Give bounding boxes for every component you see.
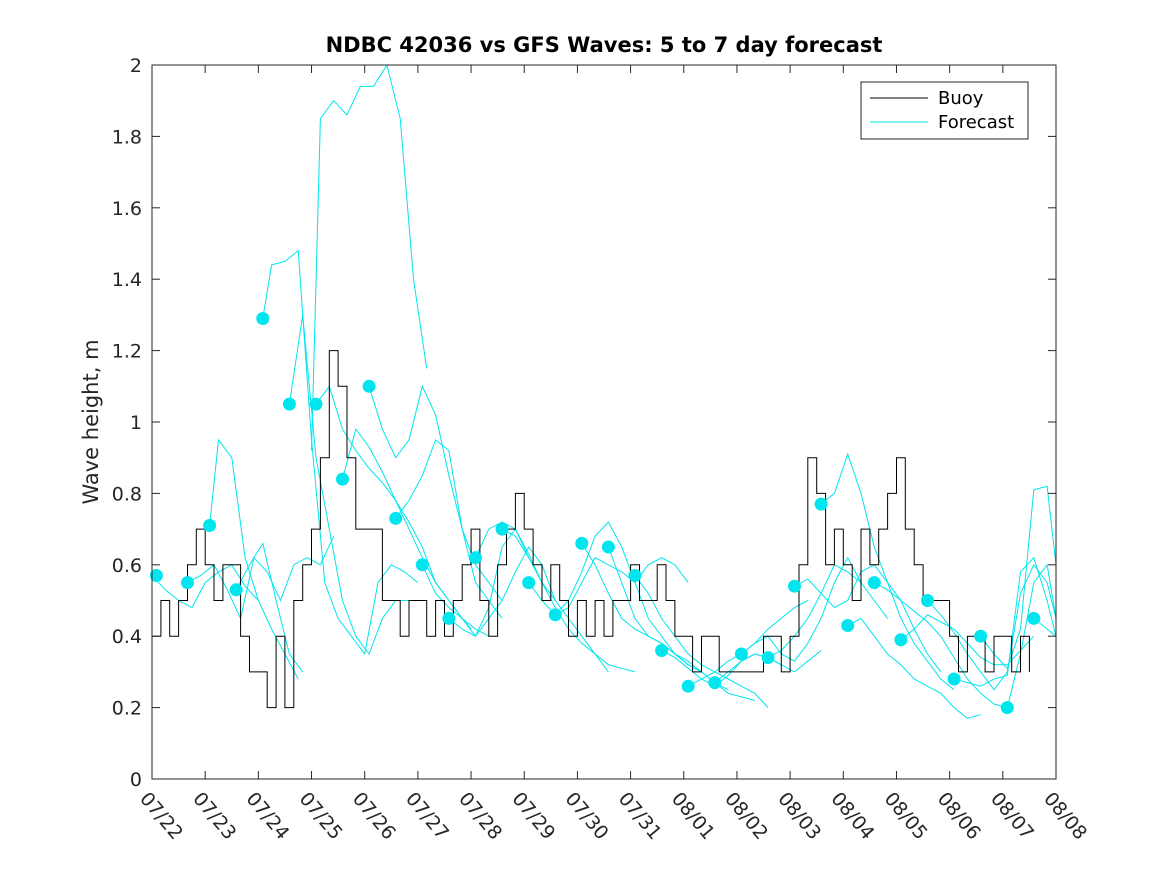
forecast-point (708, 676, 722, 690)
forecast-point (442, 611, 456, 625)
forecast-line (262, 249, 419, 656)
forecast-line (209, 438, 299, 680)
buoy-series-group (152, 350, 1030, 709)
forecast-point (974, 629, 988, 643)
y-axis-label: Wave height, m (79, 339, 103, 504)
y-tick-label: 1.8 (112, 126, 142, 148)
plot-area (152, 65, 1056, 779)
y-tick-label: 1.2 (112, 341, 142, 363)
forecast-line (187, 535, 335, 620)
forecast-point (628, 569, 642, 582)
forecast-point (601, 540, 615, 554)
legend-label-forecast: Forecast (938, 112, 1014, 133)
y-tick-label: 1 (130, 412, 142, 434)
forecast-point (841, 619, 855, 632)
y-tick-label: 0.2 (112, 698, 142, 720)
forecast-point (814, 497, 828, 511)
y-tick-label: 0.8 (112, 483, 142, 505)
forecast-point (548, 608, 562, 622)
forecast-point (1000, 701, 1014, 715)
forecast-point (309, 397, 323, 411)
forecast-point (282, 397, 296, 411)
forecast-point (761, 651, 775, 665)
forecast-line (448, 546, 556, 637)
forecast-point (575, 536, 589, 550)
forecast-point (655, 644, 669, 657)
forecast-point (867, 576, 881, 590)
forecast-line (342, 427, 490, 637)
y-tick-label: 0.4 (112, 626, 142, 648)
legend: Buoy Forecast (860, 81, 1029, 140)
forecast-line (820, 452, 955, 691)
forecast-point (947, 672, 961, 686)
forecast-point (389, 511, 403, 525)
forecast-line (607, 546, 755, 701)
forecast-line (874, 582, 1008, 709)
forecast-point (522, 576, 536, 590)
forecast-line (311, 65, 428, 451)
y-tick-label: 2 (130, 55, 142, 77)
forecast-point (181, 576, 194, 590)
legend-box (860, 81, 1029, 140)
forecast-line (235, 542, 304, 673)
forecast-line (847, 617, 981, 719)
forecast-point (921, 594, 934, 607)
forecast-point (415, 558, 429, 572)
y-tick-label: 1.6 (112, 198, 142, 220)
y-axis: 0 0.2 0.4 0.6 0.8 1 1.2 1.4 1.6 1.8 2 (112, 55, 1056, 791)
forecast-line (741, 556, 862, 662)
forecast-point (681, 679, 695, 693)
forecast-point (495, 522, 509, 536)
forecast-line (395, 439, 503, 601)
forecast-points-group (149, 312, 1041, 715)
forecast-point (1027, 611, 1041, 625)
forecast-line (953, 556, 1056, 687)
forecast-point (203, 519, 217, 532)
forecast-point (149, 569, 163, 582)
forecast-point (362, 379, 376, 393)
forecast-line (767, 564, 889, 659)
legend-label-buoy: Buoy (938, 88, 984, 109)
forecast-point (734, 647, 748, 661)
forecast-point (788, 579, 801, 593)
forecast-point (256, 312, 270, 325)
forecast-line (794, 564, 942, 673)
y-tick-label: 0 (130, 769, 142, 791)
forecast-point (894, 633, 908, 647)
forecast-line (288, 314, 409, 656)
forecast-point (469, 551, 482, 565)
y-tick-label: 1.4 (112, 269, 142, 291)
y-tick-label: 0.6 (112, 555, 142, 577)
forecast-point (229, 583, 243, 597)
chart-title: NDBC 42036 vs GFS Waves: 5 to 7 day fore… (326, 33, 883, 57)
buoy-line (152, 350, 1030, 709)
forecast-point (336, 472, 349, 486)
